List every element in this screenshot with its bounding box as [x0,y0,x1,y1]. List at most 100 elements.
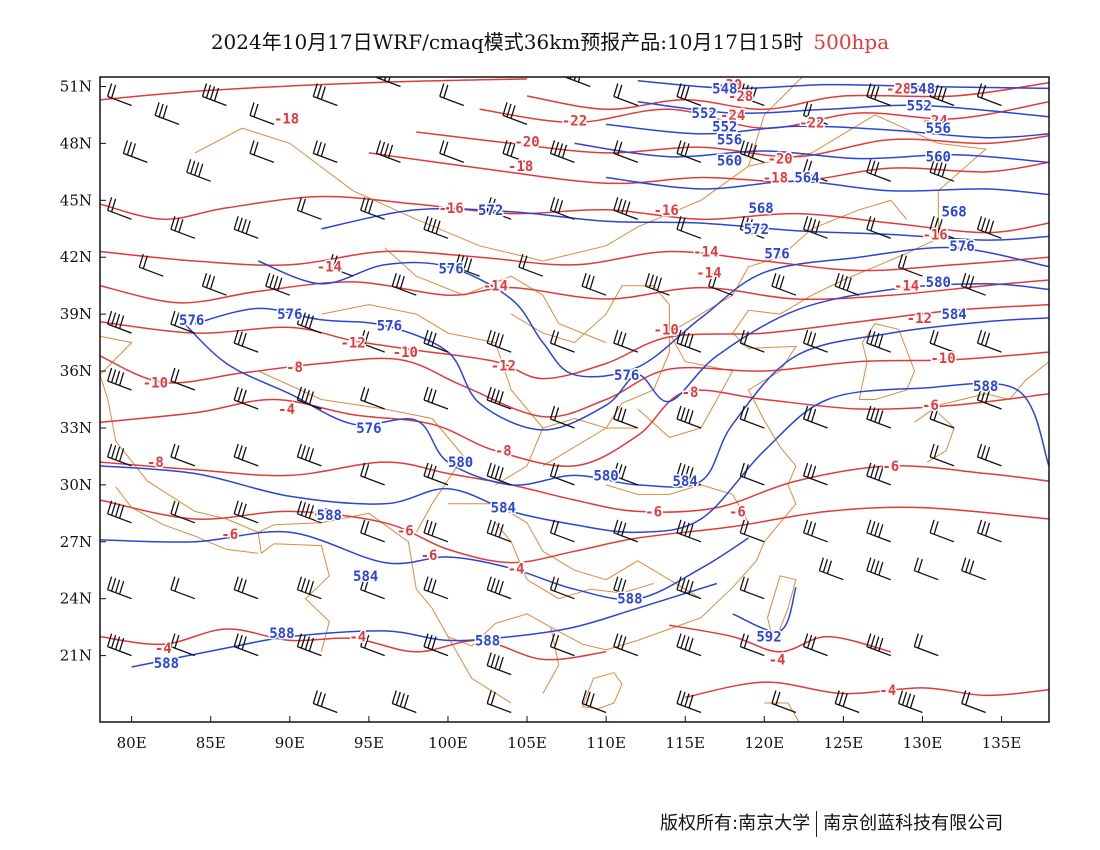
temperature-isotherm [100,628,607,661]
wind-barb [423,216,449,239]
wind-barb [186,159,211,182]
wind-barb [961,273,986,296]
wind-barb [613,329,639,353]
wind-barb [170,310,196,334]
temperature-label: -10 [654,322,679,338]
wind-barb [897,690,923,714]
temperature-label: -14 [894,279,919,295]
lon-tick-label: 115E [665,734,705,752]
wind-barb [581,273,607,296]
temperature-label: -16 [438,201,463,217]
wind-barb [170,443,196,467]
geopotential-label: 560 [926,150,951,166]
geopotential-isoline [637,100,1049,118]
temperature-isotherm [669,624,891,653]
wind-barb [802,519,828,543]
wind-barb [771,690,797,714]
temperature-label: -12 [491,358,516,374]
wind-barb [676,462,702,486]
wind-barb [771,273,797,296]
wind-barb [739,83,765,107]
wind-barb [423,386,449,410]
temperature-label: -6 [397,523,414,539]
geopotential-isoline [606,123,1049,139]
wind-barb [739,633,765,657]
border-line [581,672,623,710]
lat-tick-label: 51N [60,77,92,95]
wind-barb [866,519,892,543]
wind-barb [913,633,939,657]
wind-barb [613,140,639,164]
temperature-label: -18 [508,159,533,175]
wind-barb [613,576,639,600]
wind-barb [802,159,828,182]
wind-barb [866,83,892,107]
temperature-label: -14 [483,279,508,295]
wind-barb [739,462,765,486]
geopotential-label: 580 [448,455,473,471]
border-line [766,575,797,637]
wind-barb [375,140,401,164]
wind-barb [866,405,892,429]
lon-tick-label: 125E [824,734,864,752]
lat-tick-label: 36N [60,362,92,380]
wind-barb [106,197,132,220]
wind-barb [613,83,639,107]
geopotential-label: 576 [614,368,639,384]
temperature-label: -4 [155,641,172,657]
border-line [605,484,749,524]
wind-barb [913,557,939,581]
lat-tick-label: 30N [60,476,92,494]
wind-barb [929,519,955,543]
wind-barb [739,576,765,600]
temperature-label: -8 [286,360,303,376]
wind-barb [201,83,227,107]
wind-barb [929,443,955,467]
wind-barb [233,633,259,657]
lon-tick-label: 130E [903,734,943,752]
temperature-label: -6 [922,398,939,414]
wind-barb [834,273,860,296]
geopotential-label: 568 [941,205,966,221]
wind-barb [976,329,1002,353]
lat-tick-label: 33N [60,419,92,437]
wind-barb [423,462,449,486]
wind-barb [486,386,512,410]
geopotential-label: 576 [377,319,402,335]
wind-barb [360,633,385,657]
geopotential-label: 564 [794,171,819,187]
geopotential-label: 568 [748,201,773,217]
map-frame [99,76,1050,723]
copyright-company: 南京创蓝科技有限公司 [823,813,1004,834]
wind-barb [676,633,702,657]
temperature-isotherm [100,78,528,101]
wind-barb [976,519,1002,543]
wind-barb [929,329,955,353]
wind-barb [423,329,449,353]
geopotential-label: 556 [926,121,951,137]
wind-barb [549,633,575,657]
geopotential-isoline [100,382,1049,534]
wind-barb [360,329,385,353]
temperature-contours [100,78,1049,699]
wind-barb [106,443,132,467]
temperature-label: -8 [682,385,699,401]
lat-tick-label: 48N [60,134,92,152]
lon-tick-label: 80E [117,734,147,752]
wind-barb [233,500,259,524]
wind-barb [249,102,275,126]
wind-barb [423,519,449,543]
wind-barb [249,140,275,164]
temperature-isotherm [526,81,1049,111]
wind-barb [233,329,259,353]
wind-barb [961,557,986,581]
border-line [542,417,638,429]
geopotential-isoline [321,207,1049,241]
temperature-label: -28 [728,89,753,105]
geopotential-label: 576 [179,313,204,329]
geopotential-label: 548 [910,81,935,97]
wind-barb [312,140,338,164]
wind-barb [976,386,1002,410]
geopotential-isoline [194,283,1049,431]
wind-barb [328,254,354,277]
